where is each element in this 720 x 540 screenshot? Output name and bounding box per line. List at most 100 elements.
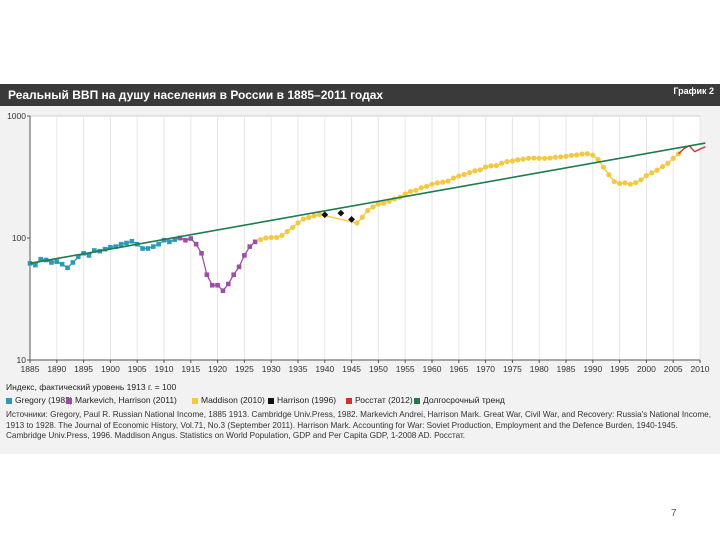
y-tick-label: 1000 — [7, 111, 26, 121]
data-point — [38, 256, 44, 262]
legend-label: Долгосрочный тренд — [423, 395, 505, 405]
data-point — [541, 155, 548, 162]
data-point — [445, 178, 451, 184]
graph-label: График 2 — [673, 86, 714, 96]
chart-figure: Реальный ВВП на душу населения в России … — [0, 84, 720, 454]
data-point — [568, 152, 574, 158]
legend-item: Gregory (1982) — [6, 395, 73, 405]
data-point — [584, 151, 591, 157]
legend-label: Росстат (2012) — [355, 395, 413, 405]
data-point — [429, 181, 435, 187]
data-point — [552, 154, 558, 160]
legend-swatch — [66, 397, 72, 404]
data-point — [236, 264, 242, 270]
x-tick-label: 2005 — [664, 364, 683, 374]
x-tick-label: 1910 — [155, 364, 174, 374]
data-point — [359, 214, 365, 220]
data-point — [279, 232, 285, 239]
data-point — [145, 246, 151, 251]
sources-note: Источники: Gregory, Paul R. Russian Nati… — [6, 410, 711, 440]
x-tick-label: 1995 — [610, 364, 629, 374]
data-point — [150, 244, 156, 249]
data-point — [113, 244, 119, 249]
data-point — [659, 163, 666, 170]
data-point — [86, 253, 92, 258]
x-tick-label: 2000 — [637, 364, 656, 374]
x-tick-label: 1885 — [21, 364, 40, 374]
data-point — [477, 167, 483, 173]
data-point — [172, 237, 178, 242]
y-tick-label: 100 — [12, 233, 26, 243]
data-point — [536, 155, 542, 161]
data-point — [638, 177, 644, 183]
data-point — [220, 288, 226, 293]
data-point — [92, 248, 97, 253]
data-point — [643, 172, 650, 179]
data-point — [370, 204, 376, 210]
legend-swatch — [346, 397, 352, 404]
data-point — [354, 220, 360, 226]
data-point — [252, 239, 258, 245]
data-point — [670, 155, 676, 161]
data-point — [193, 241, 199, 247]
data-point — [156, 241, 161, 247]
data-point — [49, 260, 54, 265]
data-point — [381, 200, 387, 206]
x-tick-label: 2010 — [691, 364, 710, 374]
data-point — [33, 262, 38, 268]
data-point — [509, 158, 515, 164]
legend-label: Gregory (1982) — [15, 395, 73, 405]
legend-item: Harrison (1996) — [268, 395, 336, 405]
data-point — [215, 282, 220, 288]
legend-swatch — [192, 397, 198, 404]
x-tick-label: 1950 — [369, 364, 388, 374]
data-point — [525, 155, 532, 161]
data-point — [348, 216, 355, 223]
data-point — [242, 253, 247, 258]
data-point — [54, 259, 60, 264]
legend-label: Maddison (2010) — [201, 395, 265, 405]
data-point — [247, 244, 253, 249]
data-point — [563, 153, 569, 159]
data-point — [472, 168, 478, 174]
x-tick-label: 1955 — [396, 364, 415, 374]
data-point — [365, 207, 371, 214]
data-point — [488, 163, 494, 169]
x-tick-label: 1940 — [315, 364, 334, 374]
legend-swatch — [268, 397, 274, 404]
data-point — [65, 265, 70, 271]
legend-label: Markevich, Harrison (2011) — [75, 395, 177, 405]
data-point — [456, 173, 462, 179]
data-point — [595, 156, 601, 163]
data-point — [665, 160, 671, 166]
data-point — [633, 180, 639, 186]
page-number: 7 — [671, 508, 677, 519]
data-point — [493, 163, 499, 169]
data-point — [450, 175, 457, 181]
data-point — [558, 154, 564, 160]
x-tick-label: 1985 — [557, 364, 576, 374]
legend-swatch — [414, 397, 420, 404]
data-point — [611, 178, 617, 185]
legend-item: Росстат (2012) — [346, 395, 413, 405]
data-point — [204, 272, 210, 278]
data-point — [515, 157, 521, 163]
data-point — [284, 228, 290, 235]
series-markevich-harrison-2011 — [177, 235, 258, 293]
data-point — [300, 216, 306, 222]
data-point — [440, 179, 446, 185]
series-долгосрочный-тренд — [29, 142, 706, 265]
data-point — [263, 235, 269, 241]
data-point — [129, 238, 135, 244]
data-point — [654, 167, 660, 173]
data-point — [316, 211, 323, 218]
legend-item: Maddison (2010) — [192, 395, 265, 405]
legend-label: Harrison (1996) — [277, 395, 337, 405]
x-tick-label: 1990 — [583, 364, 602, 374]
data-point — [606, 172, 612, 178]
x-tick-label: 1980 — [530, 364, 549, 374]
data-point — [337, 209, 345, 217]
data-point — [321, 211, 329, 219]
data-point — [413, 187, 419, 193]
